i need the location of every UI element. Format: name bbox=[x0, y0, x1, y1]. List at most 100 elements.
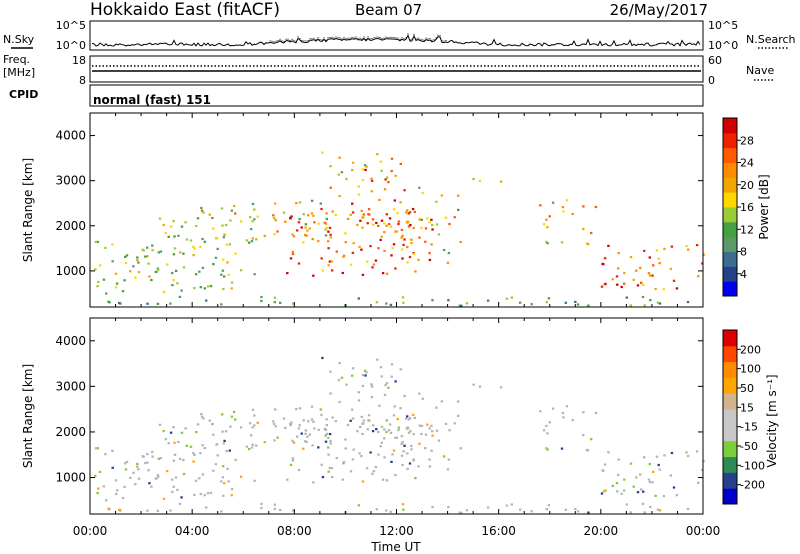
power-cell bbox=[148, 275, 151, 278]
power-cell bbox=[647, 272, 651, 275]
velocity-cell bbox=[547, 504, 551, 507]
velocity-cell bbox=[394, 474, 397, 477]
power-cell bbox=[308, 227, 311, 230]
velocity-colorbar-label: Velocity [m s⁻¹] bbox=[765, 374, 779, 467]
nsky-tick-top-right: 10^5 bbox=[708, 19, 738, 32]
power-cell bbox=[702, 253, 705, 256]
power-cell bbox=[97, 280, 100, 283]
velocity-cell bbox=[123, 485, 126, 489]
velocity-cell bbox=[194, 479, 198, 482]
velocity-cell bbox=[239, 426, 243, 429]
power-cell bbox=[363, 164, 367, 167]
power-cell bbox=[172, 279, 175, 282]
velocity-cell bbox=[402, 450, 405, 453]
power-cell bbox=[251, 202, 255, 205]
velocity-cell bbox=[228, 449, 231, 452]
velocity-cell bbox=[389, 431, 393, 434]
velocity-cell bbox=[431, 434, 434, 437]
velocity-cell bbox=[370, 385, 374, 388]
velocity-cell bbox=[172, 426, 175, 429]
power-cell bbox=[144, 255, 147, 258]
power-cell bbox=[341, 271, 344, 275]
freq-unit: [MHz] bbox=[3, 66, 35, 79]
colorbar-tick-label: 4 bbox=[740, 268, 747, 281]
power-cell bbox=[465, 302, 469, 305]
power-cell bbox=[652, 264, 655, 267]
velocity-cell bbox=[351, 408, 354, 411]
power-cell bbox=[587, 304, 590, 307]
power-cell bbox=[154, 270, 158, 273]
velocity-cell bbox=[505, 504, 509, 507]
power-cell bbox=[357, 297, 360, 300]
power-cell bbox=[358, 245, 361, 248]
power-cell bbox=[96, 240, 99, 243]
power-cell bbox=[604, 282, 607, 285]
power-cell bbox=[325, 226, 329, 229]
velocity-cell bbox=[115, 489, 119, 492]
velocity-cell bbox=[616, 490, 619, 493]
velocity-cell bbox=[401, 463, 404, 467]
power-cell bbox=[390, 157, 394, 160]
power-cell bbox=[379, 238, 382, 241]
power-cell bbox=[370, 179, 374, 182]
power-cell bbox=[298, 201, 302, 204]
velocity-cell bbox=[260, 502, 263, 505]
velocity-cell bbox=[365, 371, 368, 374]
power-cell bbox=[672, 279, 676, 282]
velocity-cell bbox=[304, 432, 307, 435]
velocity-cell bbox=[539, 410, 542, 413]
velocity-cell bbox=[635, 476, 638, 479]
velocity-cell bbox=[421, 397, 424, 400]
power-cell bbox=[376, 153, 379, 156]
velocity-cell bbox=[385, 419, 388, 422]
velocity-cell bbox=[651, 481, 654, 484]
power-cell bbox=[413, 210, 416, 213]
power-cell bbox=[229, 219, 232, 222]
power-cell bbox=[98, 264, 102, 267]
power-cell bbox=[582, 205, 585, 208]
velocity-cell bbox=[457, 414, 460, 417]
velocity-cell bbox=[403, 444, 406, 447]
power-cell bbox=[564, 301, 567, 304]
velocity-cell bbox=[640, 488, 643, 491]
power-cell bbox=[251, 237, 254, 240]
velocity-cell bbox=[298, 407, 302, 410]
power-cell bbox=[331, 269, 334, 272]
colorbar-tick-label: 15 bbox=[740, 401, 754, 414]
velocity-cell bbox=[379, 445, 382, 448]
power-cell bbox=[307, 214, 310, 217]
power-cell bbox=[295, 202, 298, 205]
velocity-cell bbox=[331, 416, 334, 419]
velocity-cell bbox=[546, 448, 549, 451]
velocity-cell bbox=[442, 455, 446, 458]
velocity-cell bbox=[437, 439, 441, 442]
power-cell bbox=[412, 252, 415, 256]
power-cell bbox=[389, 225, 393, 228]
velocity-cell bbox=[401, 503, 405, 506]
velocity-cell bbox=[325, 432, 329, 435]
velocity-cell bbox=[402, 508, 405, 511]
power-cell bbox=[216, 236, 219, 240]
velocity-cell bbox=[335, 456, 338, 460]
velocity-cell bbox=[338, 400, 341, 404]
velocity-cell bbox=[310, 418, 314, 421]
velocity-cell bbox=[561, 411, 565, 415]
power-cell bbox=[675, 287, 679, 290]
range-tick-label: 3000 bbox=[55, 174, 86, 188]
velocity-cell bbox=[440, 400, 444, 403]
time-tick-label: 08:00 bbox=[277, 524, 312, 538]
velocity-cell bbox=[146, 461, 149, 464]
velocity-cell bbox=[223, 482, 226, 485]
power-cell bbox=[412, 226, 415, 230]
velocity-cell bbox=[401, 441, 404, 444]
velocity-cell bbox=[377, 430, 380, 434]
colorbar-tick-label: 16 bbox=[740, 201, 754, 214]
velocity-cell bbox=[417, 465, 420, 468]
velocity-cell bbox=[695, 450, 699, 453]
power-cell bbox=[317, 222, 320, 225]
power-cell bbox=[105, 292, 108, 295]
velocity-cell bbox=[551, 407, 555, 410]
velocity-cell bbox=[234, 418, 237, 421]
power-cell bbox=[239, 269, 243, 272]
power-cell bbox=[260, 295, 263, 299]
